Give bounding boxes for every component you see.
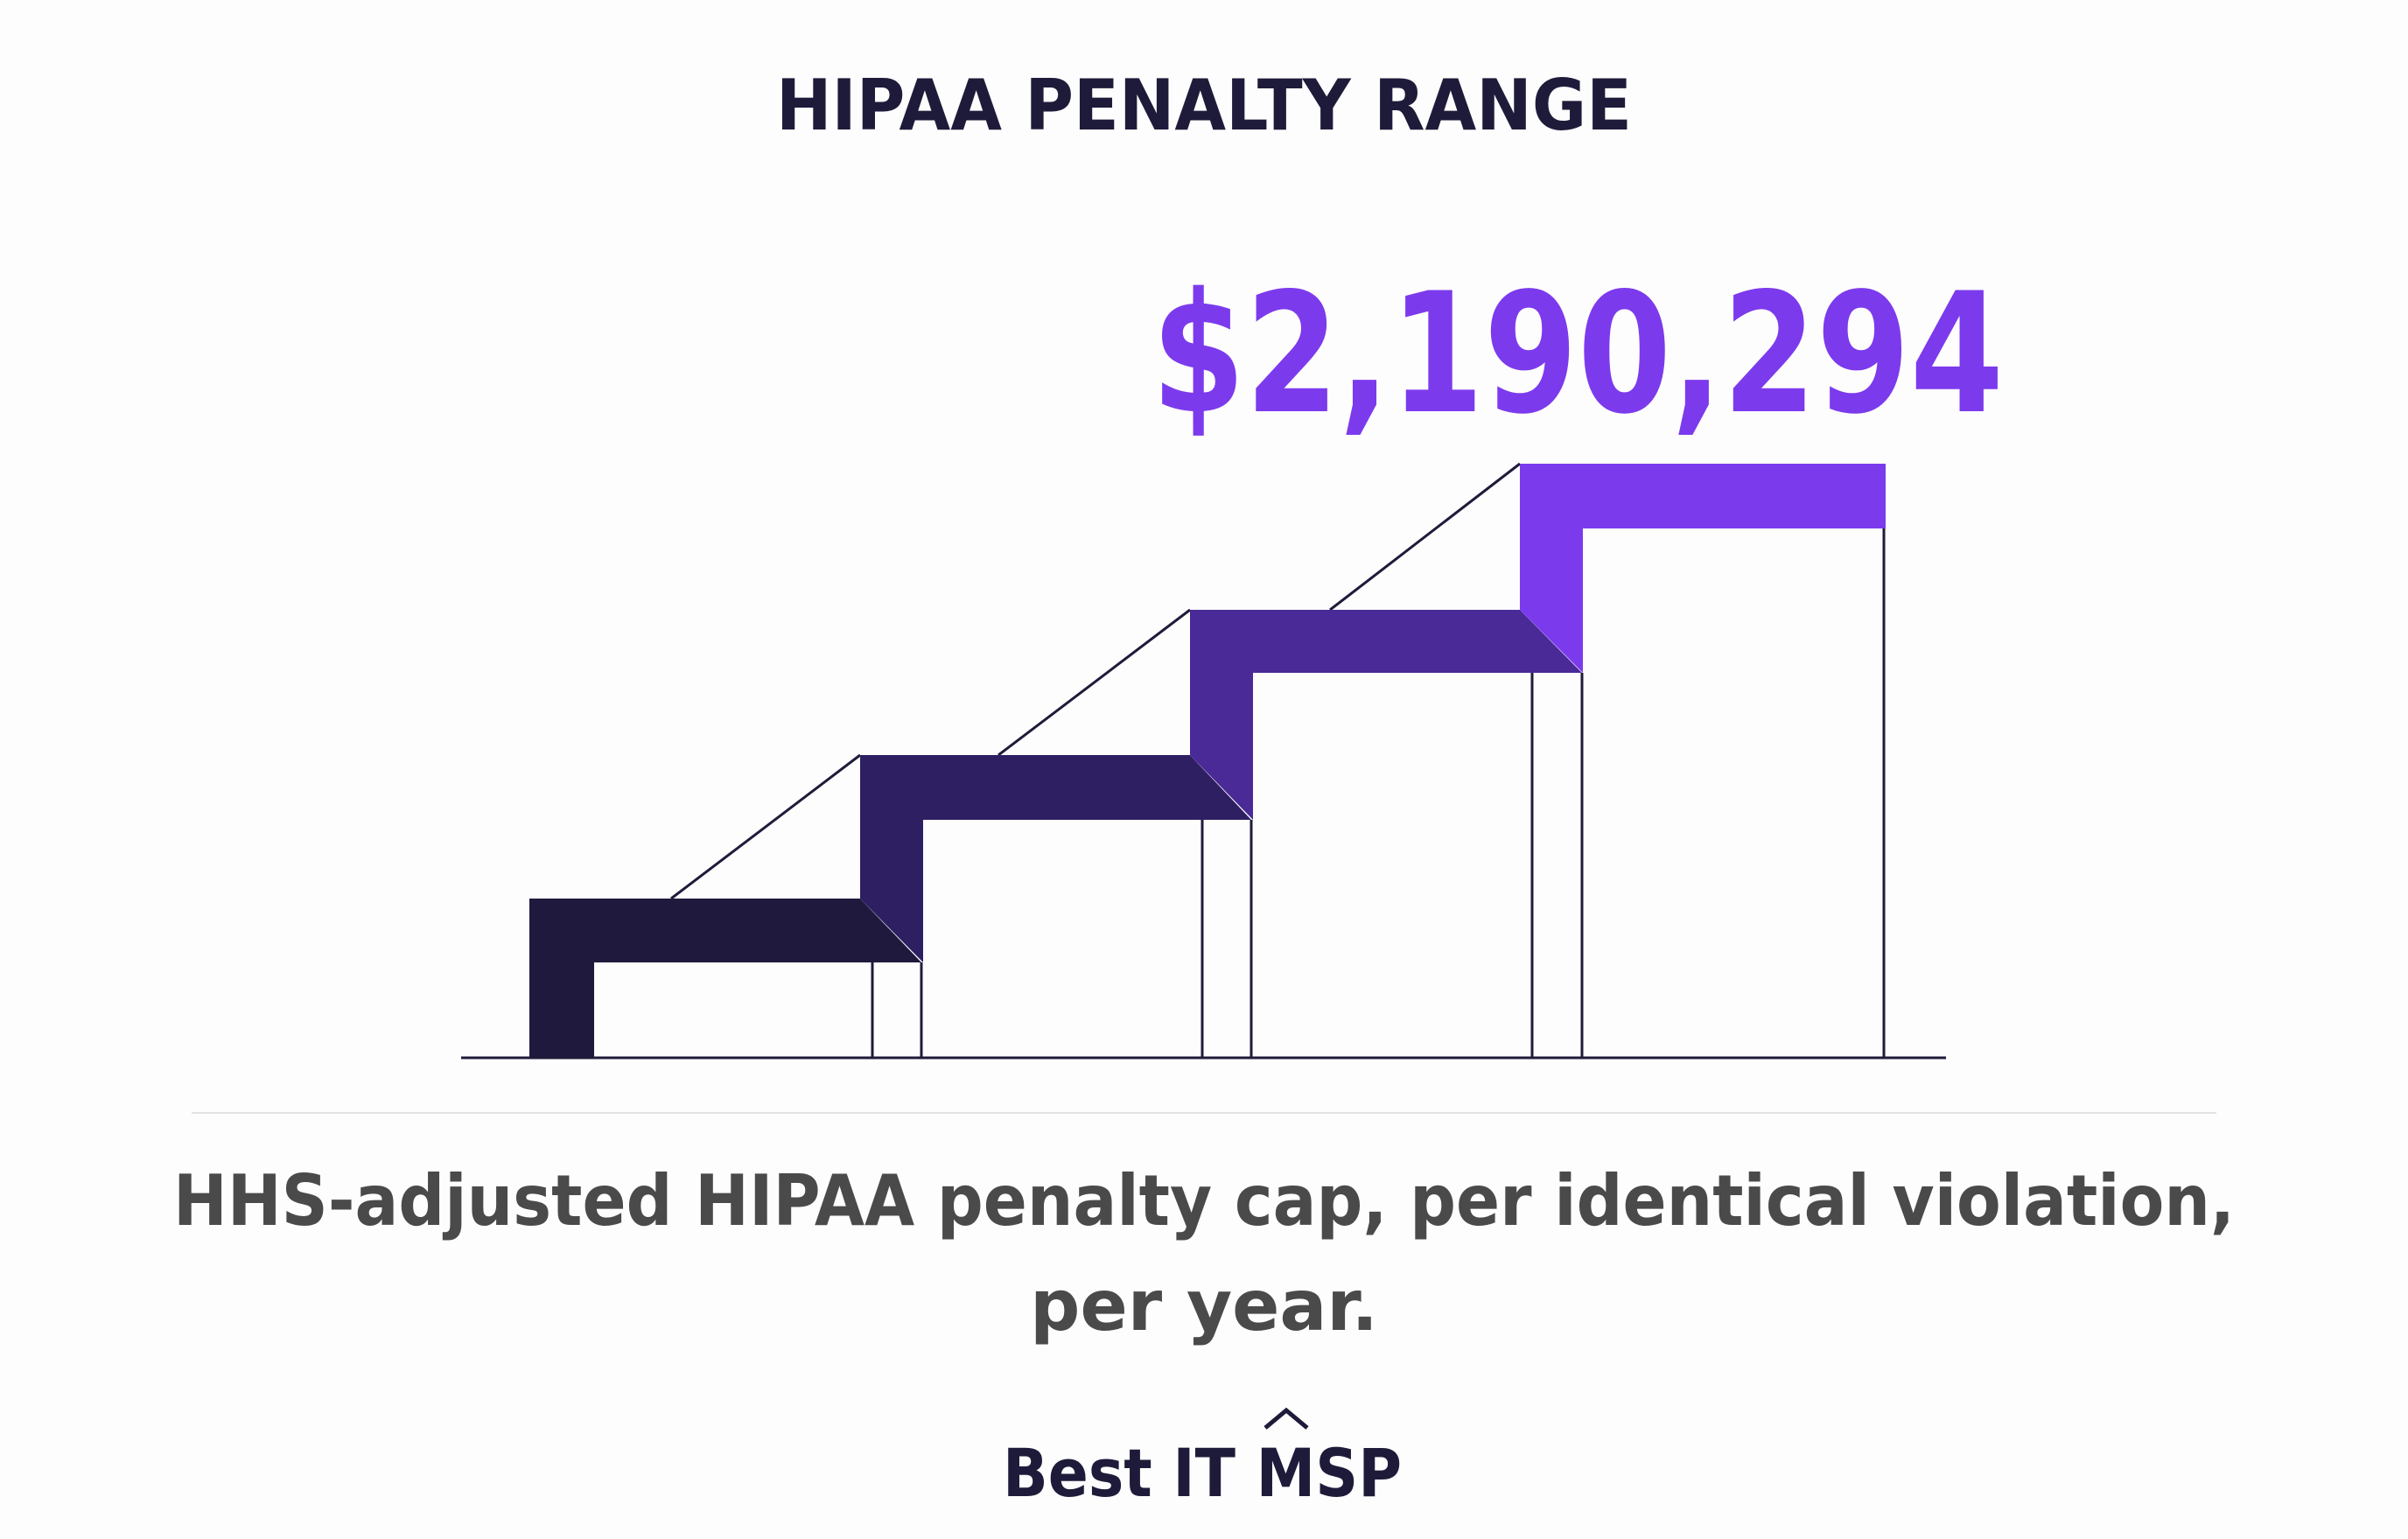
step	[1190, 610, 1582, 820]
caption-line: HHS-adjusted HIPAA penalty cap, per iden…	[173, 1160, 2235, 1242]
step	[860, 755, 1251, 962]
connector	[998, 608, 1191, 757]
title: HIPAA PENALTY RANGE	[776, 65, 1632, 146]
brand-caret	[1264, 1407, 1309, 1430]
connector	[670, 753, 861, 900]
highlight-amount: $2,190,294	[1152, 257, 2004, 451]
staircase	[461, 462, 1946, 1060]
step	[529, 899, 921, 1058]
step	[1520, 464, 1886, 673]
connector	[1329, 462, 1521, 612]
brand: Best IT MSP	[1003, 1434, 1402, 1512]
caption-line: per year.	[1030, 1265, 1378, 1347]
